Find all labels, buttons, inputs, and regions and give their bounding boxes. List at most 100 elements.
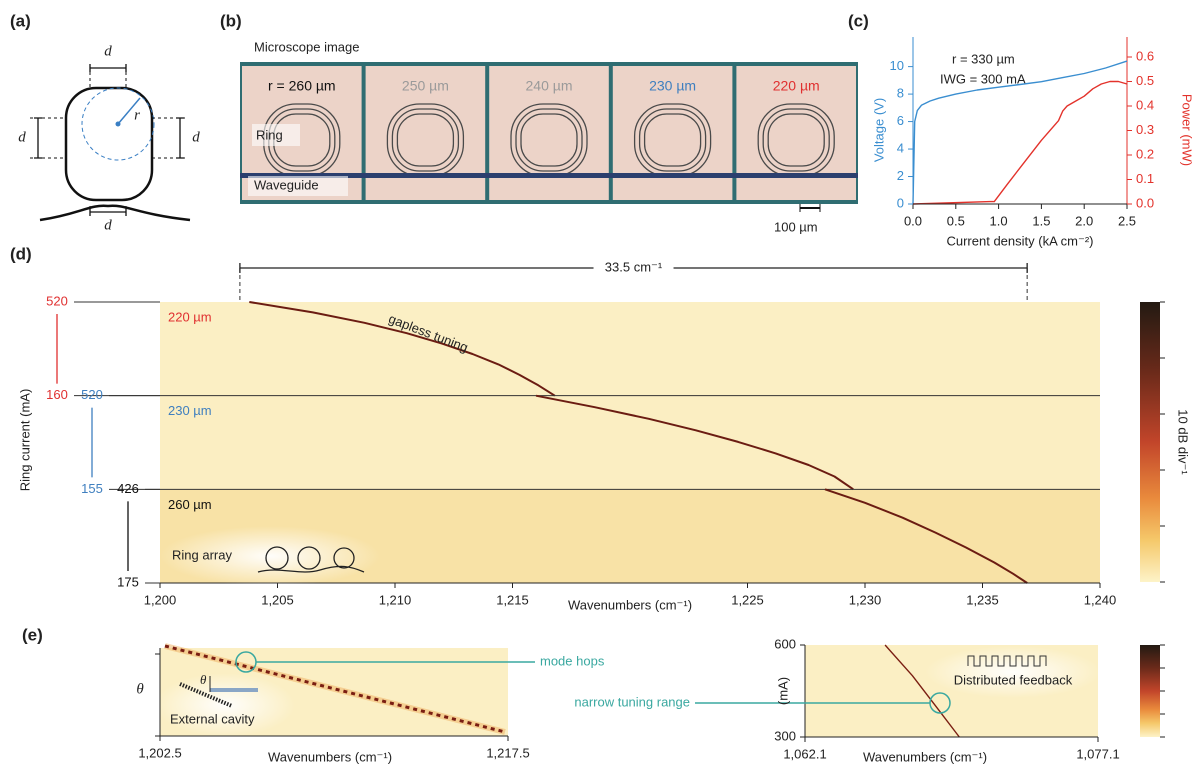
y-tick-label: 520 <box>46 293 68 308</box>
x-tick-label: 1,205 <box>261 592 294 607</box>
y-tick-label: 175 <box>117 574 139 589</box>
x-tick-label: 1,202.5 <box>138 745 181 760</box>
annotation: narrow tuning range <box>574 694 690 709</box>
y-tick-label: 426 <box>117 481 139 496</box>
colorbar-ticks <box>1160 644 1165 738</box>
trace <box>164 644 506 734</box>
y-tick-label: 300 <box>774 728 796 743</box>
y-tick-label: 600 <box>774 636 796 651</box>
x-tick-label: 1,200 <box>144 592 177 607</box>
colorbar <box>1140 645 1160 737</box>
inset-bg <box>160 526 380 586</box>
x-tick-label: 1,225 <box>731 592 764 607</box>
panel-label: (d) <box>10 244 32 263</box>
inset-bg <box>925 646 1101 698</box>
y-tick-label: 6 <box>897 113 904 128</box>
data-line <box>535 394 854 491</box>
x-tick-label: 1,210 <box>379 592 412 607</box>
data-line <box>912 80 1128 205</box>
radius-label: r = 260 µm <box>268 78 336 94</box>
span-label-bg <box>593 259 674 277</box>
y-tick-label: 520 <box>81 387 103 402</box>
radius <box>117 97 141 125</box>
ring <box>638 108 707 172</box>
span-caps <box>239 263 1028 273</box>
annotation: mode hops <box>540 653 605 668</box>
scale-label: 100 µm <box>774 219 818 234</box>
y-tick-label: 155 <box>81 481 103 496</box>
x-tick-label: 0.5 <box>947 213 965 228</box>
annotation: Ring array <box>172 547 232 562</box>
y-axis-label: Voltage (V) <box>871 98 886 162</box>
ring <box>391 108 460 172</box>
band-label: 230 µm <box>168 403 212 418</box>
y-tick-label: 10 <box>890 58 904 73</box>
y-tick-label: 0.4 <box>1136 97 1154 112</box>
panel-e-right <box>695 644 1165 738</box>
panel-label: (b) <box>220 11 242 30</box>
heatmap-band <box>160 302 1100 396</box>
x-axis-label: Current density (kA cm⁻²) <box>946 233 1093 248</box>
x-tick-label: 1,062.1 <box>783 746 826 761</box>
y-tick-label: 2 <box>897 168 904 183</box>
waveguide-label: Waveguide <box>254 177 319 192</box>
band-label: 260 µm <box>168 497 212 512</box>
colorbar <box>1140 302 1160 582</box>
radius-label: 220 µm <box>773 78 820 94</box>
y-tick-label: 0.1 <box>1136 171 1154 186</box>
annotation: IWG = 300 mA <box>940 71 1026 86</box>
ring <box>762 108 830 172</box>
y-tick-label: 0.5 <box>1136 73 1154 88</box>
x-tick-label: 0.0 <box>904 213 922 228</box>
scale-bar-caps <box>799 204 821 212</box>
x-axis-label: Wavenumbers (cm⁻¹) <box>568 597 692 612</box>
band-label: 220 µm <box>168 309 212 324</box>
x-tick-label: 2.5 <box>1118 213 1136 228</box>
annotation: θ <box>200 672 207 687</box>
ring <box>520 113 578 167</box>
y-axis-label: θ <box>136 681 144 697</box>
span-label: 33.5 cm⁻¹ <box>605 259 663 274</box>
y-tick-label: 0.2 <box>1136 146 1154 161</box>
radius-label: 250 µm <box>402 78 449 94</box>
heatmap-band <box>160 395 1100 490</box>
x-tick-label: 1.5 <box>1032 213 1050 228</box>
image-title: Microscope image <box>254 39 360 54</box>
ring-icons <box>257 546 365 573</box>
y-tick-label: 0 <box>897 195 904 210</box>
colorbar-ticks <box>1160 301 1165 583</box>
ring-label: Ring <box>256 127 283 142</box>
grating <box>179 682 233 708</box>
label-bg <box>248 176 348 196</box>
x-tick-label: 1,217.5 <box>486 745 529 760</box>
annotation: External cavity <box>170 711 255 726</box>
x-tick-label: 1,230 <box>849 592 882 607</box>
grating-icon <box>967 655 1047 667</box>
panel-label: (e) <box>22 625 43 644</box>
y-tick-label: 4 <box>897 140 904 155</box>
y-tick-label: 160 <box>46 387 68 402</box>
circle <box>81 87 155 161</box>
dim-label: d <box>18 129 26 145</box>
dim-bars <box>34 64 184 216</box>
y-tick-label: 8 <box>897 86 904 101</box>
y-tick-label: 0.0 <box>1136 195 1154 210</box>
panel-label: (a) <box>10 11 31 30</box>
y-ticks <box>155 653 160 737</box>
y-tick-label: 0.3 <box>1136 122 1154 137</box>
x-axis-label: Wavenumbers (cm⁻¹) <box>863 749 987 764</box>
ring <box>396 113 455 167</box>
ring <box>643 113 702 167</box>
x-tick-label: 1,215 <box>496 592 529 607</box>
panel-a <box>30 64 191 222</box>
x-tick-label: 1,240 <box>1084 592 1117 607</box>
highlight <box>929 692 951 714</box>
inset-bg <box>155 673 295 737</box>
data-line <box>912 60 1128 205</box>
radius-label: 240 µm <box>526 78 573 94</box>
panel-label: (c) <box>848 11 869 30</box>
y2-axis-label: Power (mW) <box>1180 94 1195 166</box>
y-axis-label: (mA) <box>775 677 790 705</box>
annotation: Distributed feedback <box>954 672 1073 687</box>
